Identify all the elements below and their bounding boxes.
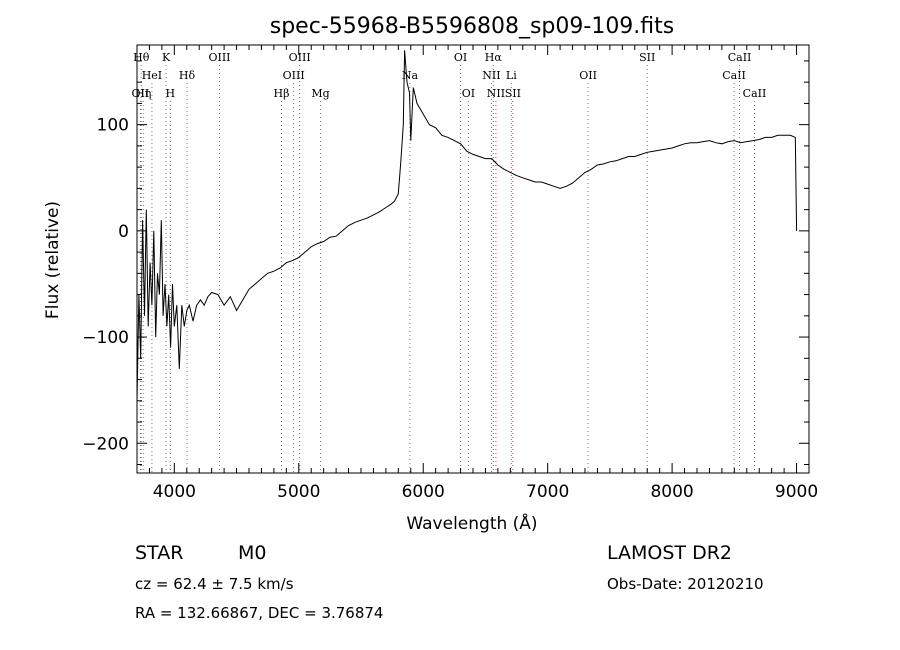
spectral-line-label: H <box>166 87 176 100</box>
sky-coordinates: RA = 132.66867, DEC = 3.76874 <box>135 604 384 622</box>
plot-frame <box>136 44 810 474</box>
y-axis-label: Flux (relative) <box>43 201 63 319</box>
observation-date: Obs-Date: 20120210 <box>607 575 764 593</box>
spectral-line-label: OI <box>454 51 467 64</box>
spectral-line-label: OIII <box>208 51 230 64</box>
spectral-line-label: NII <box>487 87 505 100</box>
y-tick-label: −200 <box>82 434 129 454</box>
y-tick-label: 0 <box>118 222 129 242</box>
x-tick-label: 9000 <box>775 482 818 502</box>
x-tick-label: 6000 <box>402 482 445 502</box>
spectral-line-label: Hδ <box>179 69 196 82</box>
x-tick-label: 7000 <box>526 482 569 502</box>
spectral-line-label: CaII <box>743 87 767 100</box>
spectral-line-label: OII <box>579 69 597 82</box>
spectral-line-label: SII <box>505 87 521 100</box>
chart-axes: 4000 5000 6000 7000 8000 9000 −200 −100 0 100 <box>82 44 818 502</box>
object-subclass: M0 <box>238 542 267 564</box>
survey-name: LAMOST DR2 <box>607 542 732 564</box>
spectral-line-label: Mg <box>311 87 329 100</box>
y-tick-label: 100 <box>97 116 129 136</box>
x-tick-label: 8000 <box>650 482 693 502</box>
x-axis-label: Wavelength (Å) <box>406 512 537 534</box>
redshift-value: cz = 62.4 ± 7.5 km/s <box>135 575 294 593</box>
spectral-line-label: CaII <box>722 69 746 82</box>
spectral-line-label: Hβ <box>274 87 290 100</box>
spectrum-line <box>136 50 798 401</box>
spectral-line-label: K <box>162 51 171 64</box>
spectral-line-label: Hα <box>485 51 503 64</box>
spectral-line-label: OI <box>462 87 475 100</box>
spectral-line-label: NII <box>482 69 500 82</box>
spectral-line-label: CaII <box>728 51 752 64</box>
spectral-line-label: OII <box>132 87 150 100</box>
object-class: STAR <box>135 542 184 564</box>
spectral-line-label: OIII <box>289 51 311 64</box>
x-tick-label: 5000 <box>277 482 320 502</box>
x-tick-label: 4000 <box>153 482 196 502</box>
spectral-line-label: HeI <box>142 69 162 82</box>
spectral-line-label: Hη <box>135 87 151 100</box>
spectrum-series <box>136 50 798 401</box>
spectral-line-label: Li <box>506 69 517 82</box>
spectral-line-label: OIII <box>283 69 305 82</box>
y-tick-label: −100 <box>82 328 129 348</box>
spectral-line-label: Hθ <box>133 51 150 64</box>
spectral-line-markers: OIIHθHηHeIKHHδOIIIHβOIIIOIIIMgNaOIOINIIH… <box>132 51 767 473</box>
chart-title: spec-55968-B5596808_sp09-109.fits <box>270 14 675 39</box>
spectral-line-label: SII <box>639 51 655 64</box>
